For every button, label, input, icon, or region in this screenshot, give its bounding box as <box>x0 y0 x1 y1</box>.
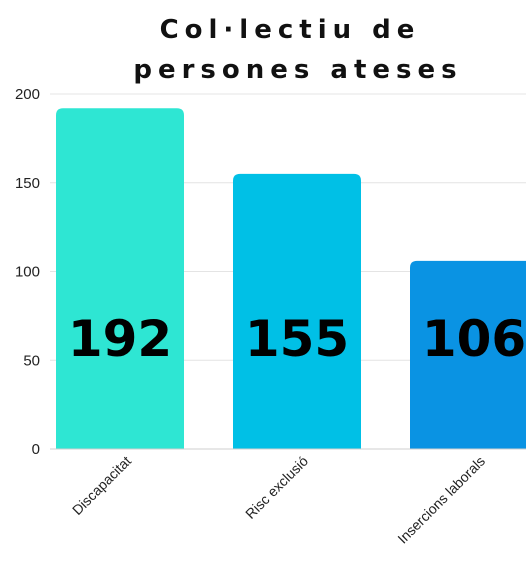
bar-2 <box>410 260 526 449</box>
chart-title-line-2: persones ateses <box>133 55 462 85</box>
bars <box>56 108 526 449</box>
y-tick-label: 0 <box>32 441 40 458</box>
bar-0 <box>56 108 184 449</box>
category-label-0: Discapacitat <box>69 453 134 518</box>
value-label-2: 106 <box>422 310 526 368</box>
value-label-1: 155 <box>245 310 349 368</box>
y-tick-label: 100 <box>15 264 40 281</box>
value-labels: 192 155 106 <box>68 310 526 368</box>
y-tick-label: 50 <box>23 352 40 369</box>
chart-title-line-1: Col·lectiu de <box>160 15 421 45</box>
y-tick-label: 200 <box>15 86 40 103</box>
x-axis-labels: Discapacitat Risc exclusió Insercions labo… <box>69 453 488 547</box>
bar-1 <box>233 173 361 449</box>
category-label-2: Insercions laborals <box>394 453 488 547</box>
y-axis-ticks: 0 50 100 150 200 <box>15 86 40 458</box>
category-label-1: Risc exclusió <box>242 453 311 522</box>
y-tick-label: 150 <box>15 175 40 192</box>
value-label-0: 192 <box>68 310 172 368</box>
